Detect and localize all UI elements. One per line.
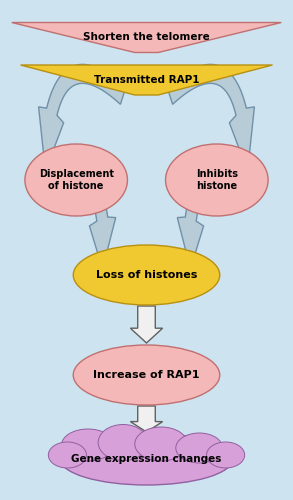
Ellipse shape — [73, 345, 220, 405]
Ellipse shape — [135, 427, 188, 461]
Ellipse shape — [62, 429, 114, 461]
Polygon shape — [130, 406, 163, 432]
Ellipse shape — [98, 424, 148, 460]
Ellipse shape — [48, 442, 86, 468]
Text: Shorten the telomere: Shorten the telomere — [83, 32, 210, 42]
Polygon shape — [39, 64, 126, 171]
Polygon shape — [130, 306, 163, 343]
Ellipse shape — [25, 144, 127, 216]
Polygon shape — [177, 170, 249, 269]
Ellipse shape — [176, 433, 223, 463]
Polygon shape — [12, 22, 281, 52]
Polygon shape — [21, 65, 272, 95]
Text: Gene expression changes: Gene expression changes — [71, 454, 222, 464]
Text: Increase of RAP1: Increase of RAP1 — [93, 370, 200, 380]
Ellipse shape — [73, 245, 220, 305]
Text: Transmitted RAP1: Transmitted RAP1 — [94, 75, 199, 85]
Ellipse shape — [166, 144, 268, 216]
Text: Displacement
of histone: Displacement of histone — [39, 169, 114, 191]
Polygon shape — [44, 170, 116, 269]
Text: Inhibits
histone: Inhibits histone — [196, 169, 238, 191]
Ellipse shape — [60, 433, 233, 485]
Ellipse shape — [207, 442, 245, 468]
Polygon shape — [167, 64, 254, 171]
Text: Loss of histones: Loss of histones — [96, 270, 197, 280]
